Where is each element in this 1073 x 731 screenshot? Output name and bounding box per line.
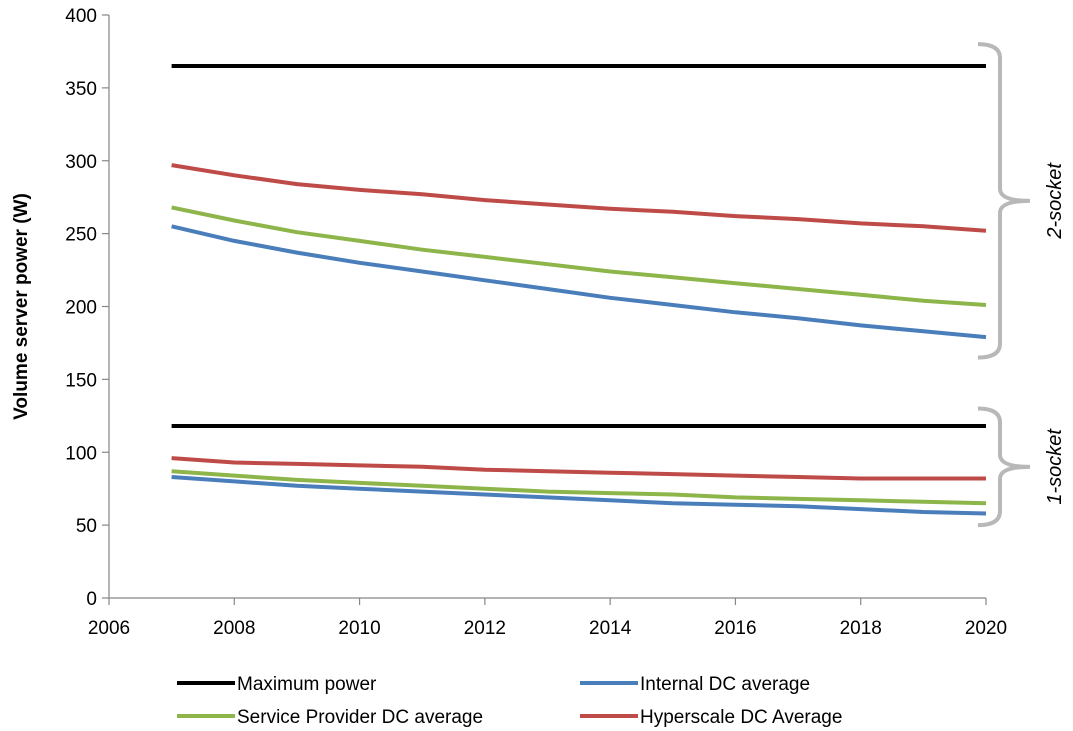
- legend-label-service-provider-dc-average: Service Provider DC average: [237, 707, 483, 728]
- legend-label-hyperscale-dc-average: Hyperscale DC Average: [640, 707, 842, 728]
- series-line-service-provider-dc-average-2-socket: [171, 205, 987, 307]
- legend-label-internal-dc-average: Internal DC average: [640, 674, 810, 695]
- x-tick-label: 2010: [338, 618, 380, 639]
- legend: Maximum power Internal DC average Service …: [177, 674, 842, 728]
- series-line-hyperscale-dc-average-1-socket: [171, 456, 986, 481]
- y-tick-label: 150: [65, 370, 97, 391]
- x-tick-label: 2016: [714, 618, 756, 639]
- x-tick-label: 2020: [965, 618, 1007, 639]
- x-tick-label: 2008: [213, 618, 255, 639]
- y-tick-label: 400: [65, 6, 97, 27]
- brace-label-1-socket: 1-socket: [1044, 428, 1066, 505]
- series-line-hyperscale-dc-average-2-socket: [171, 163, 987, 233]
- x-tick-label: 2006: [88, 618, 130, 639]
- y-tick-label: 250: [65, 225, 97, 246]
- series-line-service-provider-dc-average-1-socket: [171, 469, 987, 506]
- axes: 0 50 100 150 200 250 300 350 400 2006 2008 2010 2012…: [11, 6, 1007, 639]
- series-line-internal-dc-average-2-socket: [171, 224, 987, 340]
- y-tick-label: 50: [76, 516, 97, 537]
- brace-label-2-socket: 2-socket: [1044, 162, 1066, 240]
- legend-label-maximum-power: Maximum power: [237, 674, 377, 695]
- y-axis-label: Volume server power (W): [11, 193, 32, 420]
- x-tick-label: 2018: [840, 618, 882, 639]
- x-tick-label: 2012: [464, 618, 506, 639]
- y-tick-label: 300: [65, 152, 97, 173]
- annotation-layer: 2-socket 1-socket: [977, 42, 1066, 528]
- x-tick-label: 2014: [589, 618, 632, 639]
- y-tick-label: 0: [86, 589, 97, 610]
- brace-2-socket: [977, 42, 1031, 360]
- y-tick-label: 100: [65, 443, 97, 464]
- brace-1-socket: [977, 406, 1031, 528]
- y-tick-label: 350: [65, 79, 97, 100]
- y-tick-label: 200: [65, 298, 97, 319]
- series-layer: [171, 64, 987, 516]
- series-line-internal-dc-average-1-socket: [171, 475, 987, 516]
